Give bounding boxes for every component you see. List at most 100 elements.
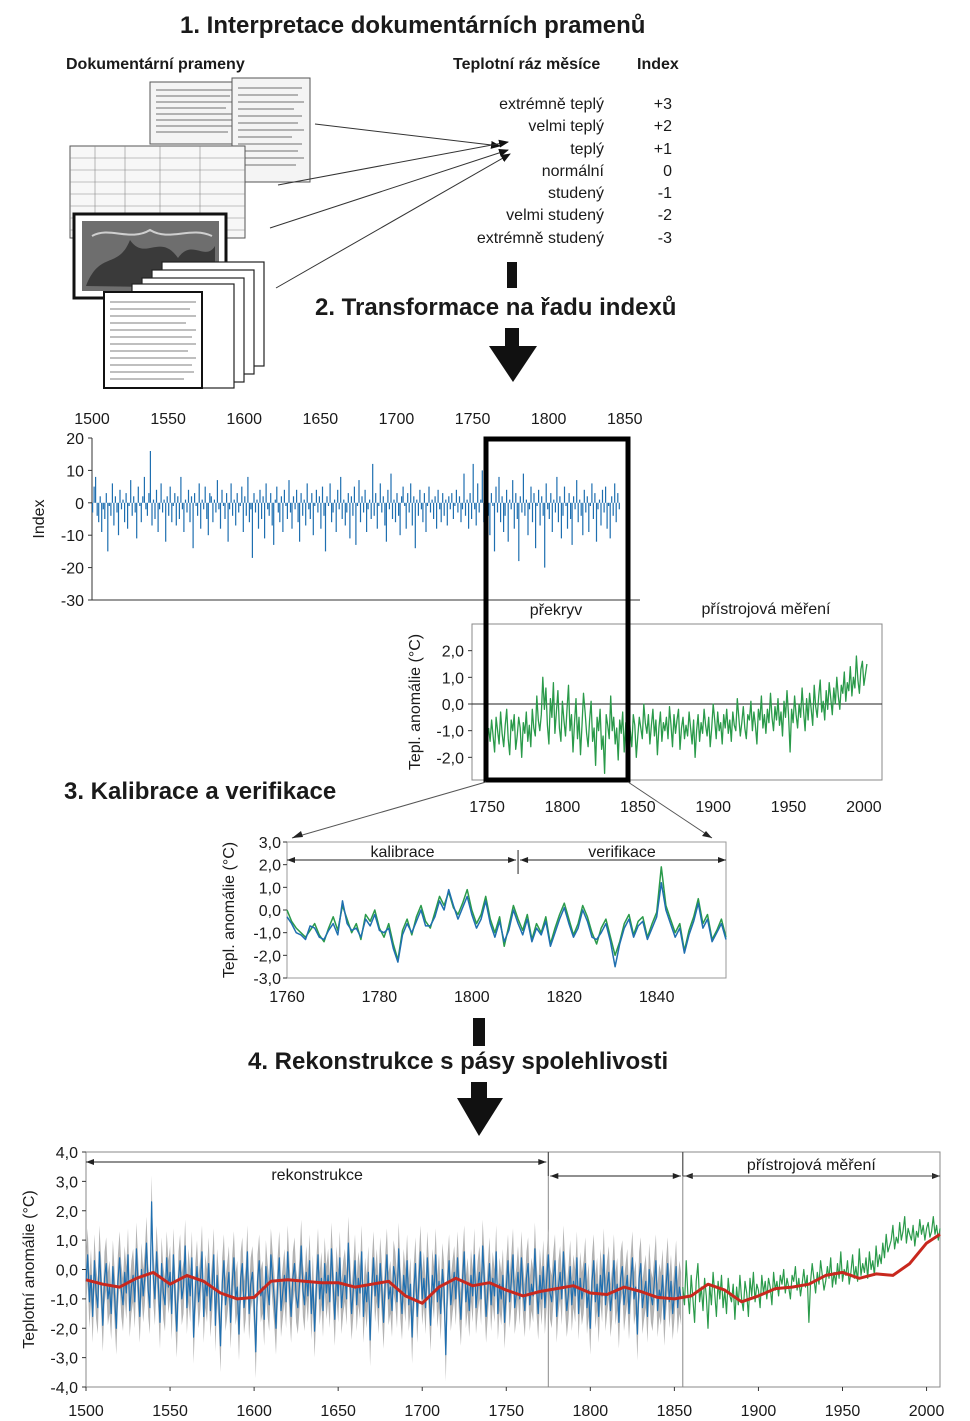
index-bar: [253, 493, 255, 503]
index-bar: [445, 499, 447, 503]
verification-label: verifikace: [588, 844, 656, 861]
index-bar: [601, 489, 604, 503]
index-bar: [297, 502, 299, 523]
index-bar: [280, 496, 282, 503]
index-bar: [586, 496, 588, 503]
index-bar: [334, 499, 336, 503]
index-bar: [274, 499, 276, 503]
index-bar: [513, 502, 515, 529]
index-bar: [451, 493, 453, 503]
index-bar: [583, 489, 585, 503]
index-bar: [475, 502, 477, 526]
flow-arrow-down-icon: [489, 262, 537, 382]
index-bar: [528, 502, 531, 510]
heading-step1: 1. Interpretace dokumentárních pramenů: [180, 12, 646, 39]
index-bar: [556, 476, 558, 503]
index-bar: [165, 502, 167, 542]
panel-connectors: [291, 436, 713, 839]
index-bar: [393, 499, 395, 503]
index-bar: [282, 502, 284, 532]
index-bar: [131, 502, 133, 516]
arrow-head: [287, 857, 295, 863]
index-bar: [183, 502, 185, 532]
index-bar: [489, 502, 491, 536]
index-bar: [294, 502, 296, 510]
index-bar: [518, 502, 520, 562]
index-bar: [618, 502, 620, 510]
index-bar: [169, 486, 171, 503]
x-tick-label: 1750: [469, 799, 505, 816]
index-bar: [139, 502, 141, 506]
index-bar: [127, 502, 129, 529]
index-bar: [361, 496, 363, 503]
index-bar: [283, 489, 285, 503]
index-bar: [323, 502, 325, 516]
index-bar: [288, 480, 290, 503]
heading-step2: 2. Transformace na řadu indexů: [315, 294, 677, 321]
index-bar: [387, 489, 389, 503]
y-tick-label: 3,0: [56, 1174, 78, 1191]
index-bar: [300, 493, 302, 503]
arrow-head: [508, 857, 517, 863]
index-bar: [239, 502, 241, 506]
index-bar: [527, 502, 529, 536]
y-tick-label: 0: [75, 496, 84, 513]
index-bar: [184, 499, 187, 503]
index-bar: [498, 476, 500, 503]
index-bar: [560, 502, 562, 539]
index-bar: [296, 489, 298, 503]
plot-frame: [286, 841, 727, 979]
x-tick-label: 1900: [695, 799, 731, 816]
y-tick-label: -2,0: [50, 1321, 78, 1338]
index-bar: [554, 502, 556, 513]
reconstruction-label: rekonstrukce: [271, 1167, 363, 1184]
index-bar: [92, 502, 94, 513]
scale-value: +3: [653, 96, 672, 113]
x-tick-label: 1650: [320, 1403, 356, 1420]
index-bar: [206, 502, 208, 519]
y-axis-label: Tepl. anomálie (°C): [407, 634, 424, 770]
scale-value: +1: [653, 141, 672, 158]
index-bar: [289, 502, 292, 513]
index-bar: [405, 502, 407, 529]
index-bar: [547, 502, 549, 510]
index-bar: [340, 476, 342, 503]
index-bar: [331, 502, 333, 523]
sources-header: Dokumentární prameny: [66, 56, 245, 73]
index-bar: [105, 493, 107, 503]
index-bar: [615, 502, 617, 523]
index-bar: [574, 502, 576, 510]
verification-span-arrow: [520, 857, 726, 863]
index-bar: [515, 493, 517, 503]
index-bar: [122, 499, 124, 503]
index-bar: [181, 502, 183, 510]
index-bar: [521, 502, 523, 513]
index-bar: [525, 499, 527, 503]
index-bar: [352, 502, 354, 516]
index-bar: [197, 502, 199, 516]
index-bar: [551, 502, 553, 532]
arrow-head: [718, 857, 726, 863]
index-bar: [539, 502, 541, 526]
interpretation-arrows: [269, 123, 511, 289]
y-tick-label: -1,0: [50, 1292, 78, 1309]
index-bar: [606, 502, 608, 529]
y-tick-label: -1,0: [436, 724, 464, 741]
y-tick-label: 0,0: [56, 1263, 78, 1280]
measured-series-line: [682, 1216, 941, 1329]
index-bar: [136, 502, 138, 539]
index-bar: [262, 496, 264, 503]
index-bar: [93, 486, 95, 503]
index-bar: [229, 502, 231, 510]
index-bar: [598, 499, 601, 503]
y-tick-label: 1,0: [442, 670, 464, 687]
index-bar: [194, 493, 196, 503]
index-bar: [198, 483, 200, 503]
calibration-span-arrow: [287, 857, 517, 863]
index-bar: [148, 493, 150, 503]
index-bar: [344, 502, 346, 526]
index-bar: [614, 483, 616, 503]
index-bar: [291, 502, 293, 529]
index-bar: [439, 502, 441, 510]
